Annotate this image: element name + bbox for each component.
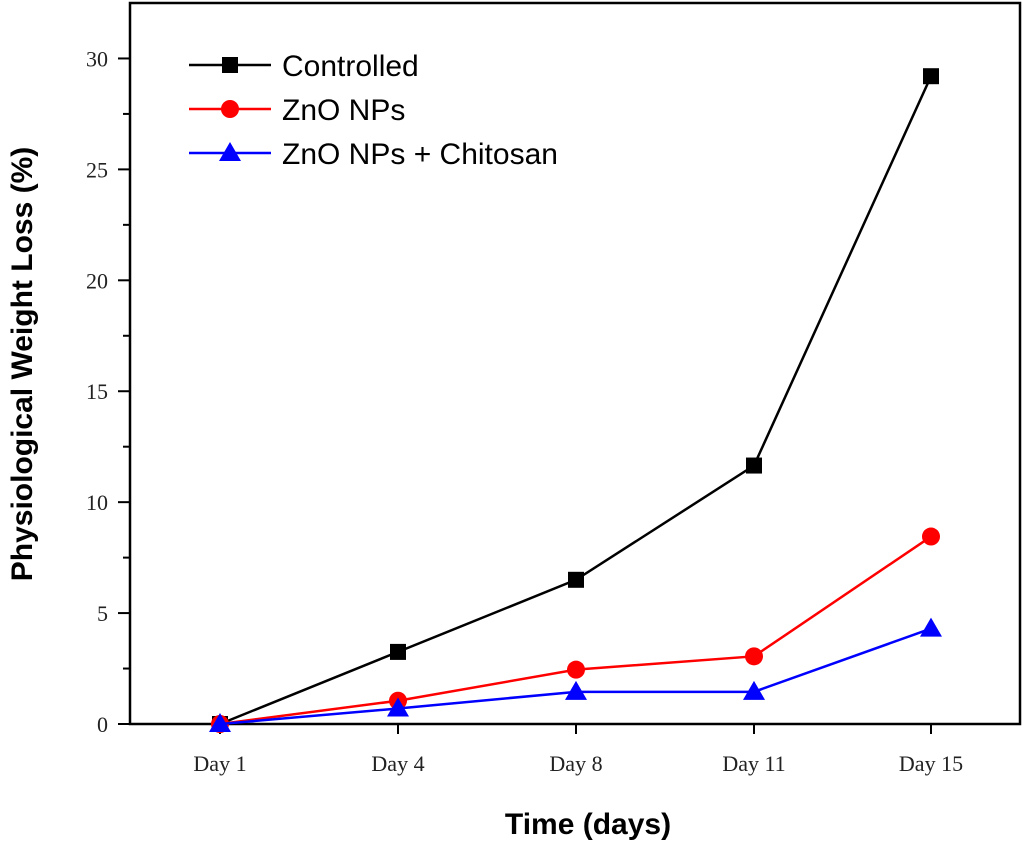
legend-item: ZnO NPs bbox=[189, 94, 405, 127]
y-axis-title: Physiological Weight Loss (%) bbox=[6, 147, 39, 582]
x-axis-title: Time (days) bbox=[505, 808, 671, 841]
x-tick-label: Day 4 bbox=[371, 751, 424, 776]
y-tick-label: 5 bbox=[97, 601, 108, 626]
series-line bbox=[219, 75, 933, 726]
data-point bbox=[565, 680, 587, 700]
x-tick-label: Day 1 bbox=[193, 751, 246, 776]
plot-frame bbox=[128, 1, 1022, 726]
data-point bbox=[920, 617, 942, 637]
y-tick-label: 25 bbox=[86, 157, 108, 182]
x-tick-label: Day 8 bbox=[549, 751, 602, 776]
x-tick-label: Day 11 bbox=[722, 751, 785, 776]
x-axis-ticks: Day 1 Day 4 Day 8 Day 11 Day 15 bbox=[193, 724, 963, 776]
y-tick-label: 20 bbox=[86, 268, 108, 293]
data-point bbox=[567, 660, 585, 679]
legend: Controlled ZnO NPs ZnO NPs + Chitosan bbox=[189, 50, 558, 171]
series-zno-nps-chitosan bbox=[209, 617, 942, 732]
data-point bbox=[922, 527, 940, 546]
series-layer bbox=[209, 68, 942, 733]
legend-marker bbox=[219, 142, 241, 161]
legend-marker bbox=[221, 100, 239, 118]
legend-label: ZnO NPs + Chitosan bbox=[282, 138, 558, 171]
legend-marker bbox=[222, 57, 238, 73]
y-tick-label: 10 bbox=[86, 490, 108, 515]
legend-item: Controlled bbox=[189, 50, 419, 83]
data-point bbox=[745, 647, 763, 666]
legend-item: ZnO NPs + Chitosan bbox=[189, 138, 558, 171]
data-point bbox=[743, 680, 765, 700]
y-tick-label: 0 bbox=[97, 712, 108, 737]
data-point bbox=[746, 457, 762, 474]
y-axis-ticks: 0 5 10 15 20 25 30 bbox=[86, 46, 130, 737]
data-point bbox=[209, 713, 231, 732]
data-point bbox=[923, 68, 939, 85]
data-point bbox=[568, 571, 584, 588]
legend-label: ZnO NPs bbox=[282, 94, 405, 127]
y-tick-label: 15 bbox=[86, 379, 108, 404]
y-tick-label: 30 bbox=[86, 46, 108, 71]
legend-label: Controlled bbox=[282, 50, 419, 83]
data-point bbox=[387, 697, 409, 717]
series-zno-nps bbox=[211, 527, 940, 733]
data-point bbox=[390, 643, 406, 660]
x-tick-label: Day 15 bbox=[899, 751, 963, 776]
